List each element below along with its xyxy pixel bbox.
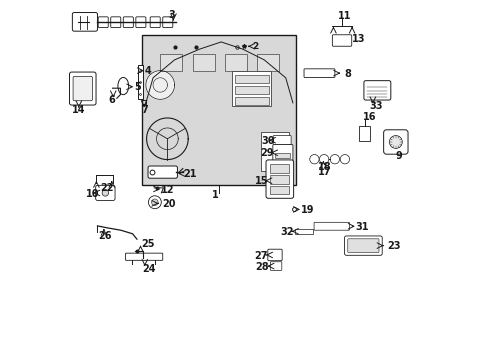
Bar <box>257 54 279 71</box>
FancyBboxPatch shape <box>73 76 92 101</box>
FancyBboxPatch shape <box>96 185 115 201</box>
Circle shape <box>102 190 108 196</box>
Text: 25: 25 <box>141 239 154 249</box>
Text: 6: 6 <box>108 95 115 105</box>
FancyBboxPatch shape <box>267 249 282 261</box>
Text: 29: 29 <box>260 148 274 158</box>
Text: 4: 4 <box>144 66 151 76</box>
Bar <box>142 35 296 185</box>
FancyBboxPatch shape <box>69 72 96 105</box>
FancyBboxPatch shape <box>332 35 351 46</box>
Text: 24: 24 <box>142 264 156 274</box>
Bar <box>359 126 369 140</box>
Bar <box>160 54 182 71</box>
Bar <box>270 175 289 184</box>
Text: 8: 8 <box>344 69 350 79</box>
FancyBboxPatch shape <box>304 69 334 77</box>
FancyBboxPatch shape <box>150 17 160 28</box>
FancyBboxPatch shape <box>347 239 378 252</box>
Text: 20: 20 <box>162 199 176 209</box>
Circle shape <box>388 135 402 148</box>
Text: 9: 9 <box>394 150 401 161</box>
Polygon shape <box>145 71 174 99</box>
Text: 1: 1 <box>212 190 219 201</box>
Text: 27: 27 <box>253 251 267 261</box>
Text: 5: 5 <box>134 82 141 93</box>
Text: 19: 19 <box>301 205 314 215</box>
FancyBboxPatch shape <box>72 13 97 31</box>
Bar <box>294 229 313 234</box>
Text: 16: 16 <box>362 112 376 122</box>
Bar <box>137 65 142 99</box>
FancyBboxPatch shape <box>344 236 382 255</box>
Bar <box>192 54 214 71</box>
Text: 13: 13 <box>351 35 365 44</box>
Text: 18: 18 <box>317 162 330 172</box>
Ellipse shape <box>118 77 128 95</box>
FancyBboxPatch shape <box>125 253 163 260</box>
Text: 23: 23 <box>386 241 400 251</box>
Text: 11: 11 <box>337 12 350 22</box>
FancyBboxPatch shape <box>123 17 133 28</box>
FancyBboxPatch shape <box>363 81 390 100</box>
Bar <box>260 132 289 171</box>
FancyBboxPatch shape <box>313 222 349 230</box>
Circle shape <box>151 199 158 206</box>
Text: 32: 32 <box>280 227 293 237</box>
Circle shape <box>148 196 161 209</box>
Text: 21: 21 <box>183 169 197 179</box>
Circle shape <box>329 154 339 164</box>
Bar <box>224 54 246 71</box>
Text: 12: 12 <box>161 185 174 195</box>
Text: 10: 10 <box>86 189 99 199</box>
FancyBboxPatch shape <box>110 17 121 28</box>
Text: 2: 2 <box>252 42 258 51</box>
Circle shape <box>340 154 349 164</box>
FancyBboxPatch shape <box>163 17 172 28</box>
Bar <box>270 164 289 173</box>
Text: 14: 14 <box>72 105 85 116</box>
Bar <box>231 71 271 107</box>
Bar <box>275 153 289 158</box>
Text: 26: 26 <box>98 231 111 241</box>
FancyBboxPatch shape <box>148 166 177 178</box>
FancyBboxPatch shape <box>273 135 290 145</box>
FancyBboxPatch shape <box>265 160 293 198</box>
FancyBboxPatch shape <box>136 17 145 28</box>
FancyBboxPatch shape <box>98 17 108 28</box>
Bar <box>234 86 268 94</box>
Text: 33: 33 <box>368 101 382 111</box>
Bar <box>270 186 289 194</box>
Text: 31: 31 <box>355 222 368 232</box>
Bar <box>234 75 268 83</box>
Text: 22: 22 <box>100 183 114 193</box>
FancyBboxPatch shape <box>270 262 281 270</box>
Circle shape <box>309 154 319 164</box>
FancyBboxPatch shape <box>272 144 292 161</box>
FancyBboxPatch shape <box>383 130 407 154</box>
Text: 30: 30 <box>261 136 275 146</box>
Text: 15: 15 <box>254 176 267 186</box>
Text: 7: 7 <box>141 105 148 115</box>
Text: 3: 3 <box>168 10 175 20</box>
Text: 28: 28 <box>255 262 268 272</box>
Text: 17: 17 <box>317 167 330 177</box>
Bar <box>234 97 268 105</box>
Circle shape <box>319 154 328 164</box>
